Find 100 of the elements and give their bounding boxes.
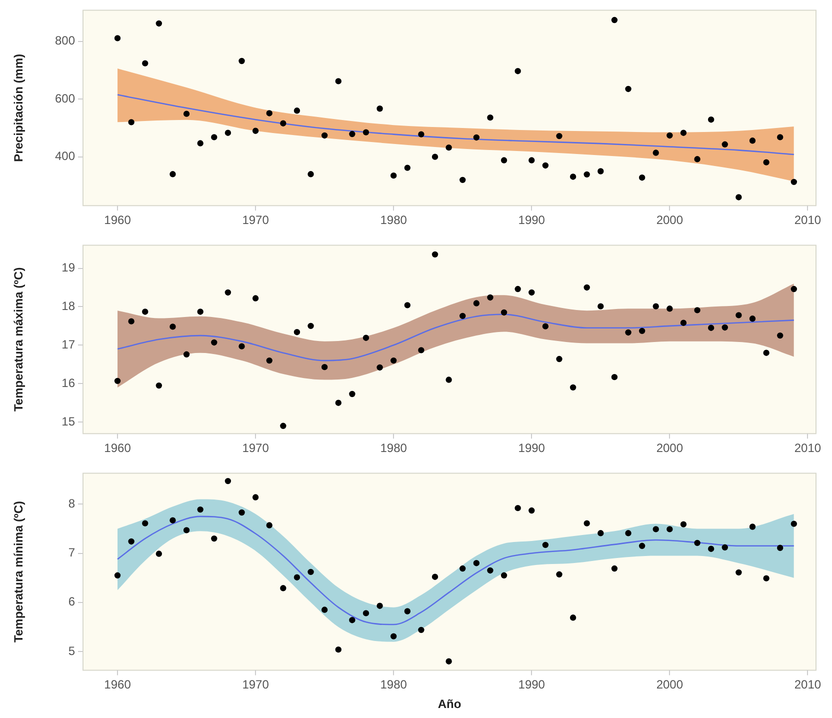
point: [598, 168, 604, 174]
point: [666, 132, 673, 139]
point: [349, 130, 356, 138]
y-tick-label: 8: [68, 496, 76, 510]
point: [514, 286, 521, 292]
point: [514, 68, 521, 74]
x-tick-label: 1980: [380, 678, 408, 692]
x-tick-label: 1990: [518, 678, 546, 692]
y-tick-label: 400: [54, 149, 76, 164]
point: [598, 303, 604, 310]
point: [708, 546, 714, 552]
point: [128, 538, 134, 545]
point: [376, 364, 383, 371]
point: [556, 132, 562, 140]
point: [722, 544, 728, 550]
point: [473, 134, 480, 141]
point: [556, 571, 562, 578]
point: [156, 550, 162, 557]
point: [390, 357, 397, 364]
x-tick-label: 2010: [794, 441, 822, 456]
point: [722, 324, 728, 331]
point: [460, 312, 466, 320]
point: [308, 322, 314, 330]
point: [224, 289, 232, 296]
point: [736, 312, 742, 318]
point: [611, 16, 618, 24]
y-tick-label: 15: [62, 414, 76, 428]
point: [335, 78, 342, 84]
point: [694, 307, 700, 314]
point: [666, 526, 673, 532]
point: [280, 585, 286, 592]
x-tick-label: 1990: [518, 441, 546, 456]
point: [280, 120, 286, 126]
y-tick-label: 18: [62, 299, 76, 314]
point: [183, 110, 190, 117]
point: [390, 633, 397, 640]
point: [432, 574, 438, 580]
point: [294, 108, 300, 114]
point: [570, 384, 576, 391]
x-tick-label: 1960: [104, 213, 132, 228]
point: [266, 110, 272, 116]
point: [500, 157, 508, 164]
point: [446, 658, 452, 664]
point: [128, 318, 134, 324]
point: [349, 390, 356, 398]
point: [224, 478, 232, 484]
point: [446, 376, 452, 383]
point: [418, 626, 424, 634]
y-axis-title: Temperatura máxima (ºC): [12, 267, 26, 412]
point: [528, 157, 535, 164]
point: [638, 542, 646, 550]
point: [777, 134, 784, 140]
x-tick-label: 1960: [104, 441, 132, 456]
point: [211, 339, 218, 346]
point: [528, 507, 535, 514]
point: [238, 343, 245, 350]
point: [680, 320, 687, 326]
point: [514, 504, 521, 512]
point: [722, 141, 728, 148]
point: [542, 323, 549, 330]
point: [252, 128, 259, 134]
point: [114, 35, 121, 42]
point: [238, 58, 245, 64]
x-tick-label: 2010: [794, 678, 822, 692]
point: [183, 351, 190, 358]
point: [680, 130, 687, 136]
y-tick-label: 800: [54, 34, 76, 48]
point: [197, 506, 204, 513]
point: [790, 178, 798, 186]
point: [294, 574, 300, 580]
line-series: [116, 94, 795, 156]
point: [156, 382, 162, 389]
point: [238, 509, 245, 516]
point: [308, 171, 314, 178]
point: [404, 164, 410, 171]
point: [362, 610, 370, 616]
point: [611, 374, 618, 380]
point: [170, 517, 176, 524]
point: [584, 284, 590, 291]
point: [500, 309, 508, 316]
point: [570, 614, 576, 621]
point: [652, 526, 659, 532]
point: [790, 286, 798, 292]
point: [666, 306, 673, 312]
point: [487, 114, 494, 121]
y-tick-label: 19: [62, 260, 76, 275]
point: [694, 540, 700, 546]
point: [114, 572, 121, 578]
point: [432, 251, 438, 258]
point: [777, 332, 784, 339]
point: [170, 171, 176, 178]
point: [694, 156, 700, 162]
point: [680, 521, 687, 528]
x-tick-label: 1970: [242, 441, 270, 456]
point: [473, 300, 480, 306]
point: [638, 174, 646, 181]
point: [638, 328, 646, 334]
x-tick-label: 1970: [242, 678, 270, 692]
point: [749, 316, 756, 322]
point: [542, 542, 549, 548]
